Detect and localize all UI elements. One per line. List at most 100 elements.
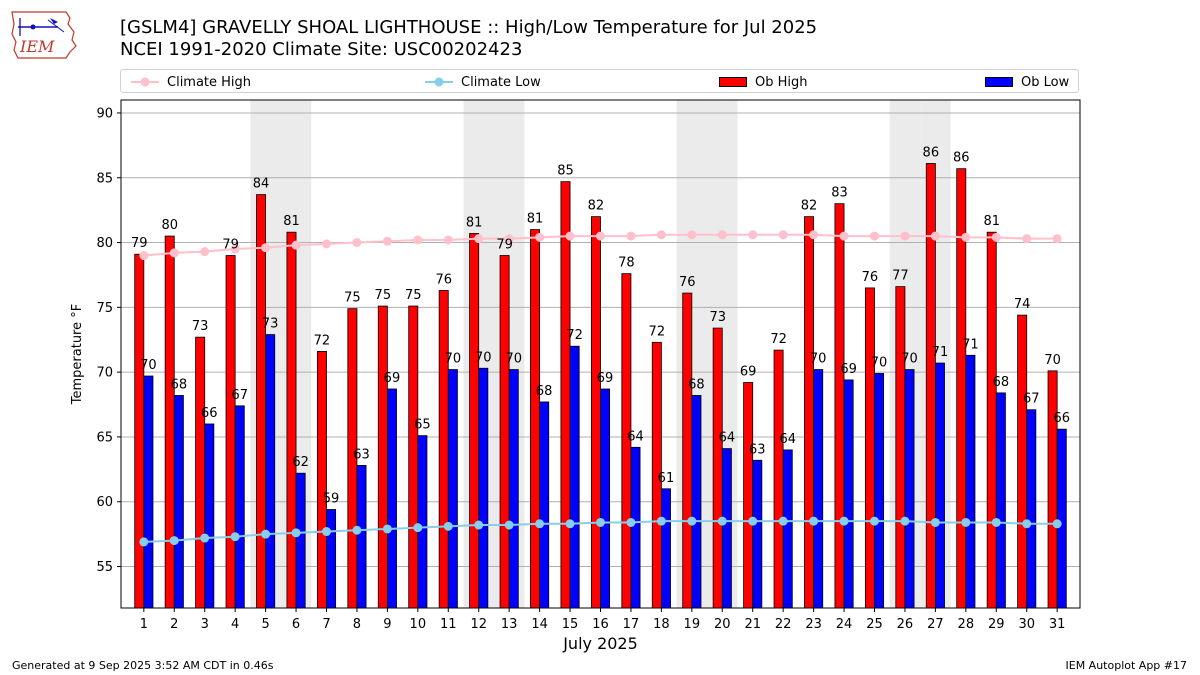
- bar-ob-low: [995, 392, 1006, 608]
- climate-low-point: [596, 517, 605, 527]
- x-tick-label: 29: [988, 617, 1005, 632]
- bar-ob-low: [143, 375, 154, 608]
- climate-low-point: [139, 537, 149, 547]
- ob-high-label: 79: [131, 236, 148, 251]
- climate-low-point: [200, 533, 210, 543]
- climate-low-point: [413, 523, 423, 533]
- ob-low-label: 70: [901, 352, 918, 367]
- legend-label: Ob Low: [1021, 74, 1070, 90]
- y-axis-label: Temperature °F: [70, 304, 85, 405]
- ob-low-label: 63: [353, 447, 370, 462]
- chart-subtitle: NCEI 1991-2020 Climate Site: USC00202423: [120, 39, 523, 60]
- ob-high-label: 73: [709, 310, 726, 325]
- bar-ob-high: [438, 290, 449, 608]
- ob-high-label: 79: [496, 238, 513, 253]
- bar-ob-low: [630, 446, 641, 608]
- climate-low-line-icon: [425, 77, 453, 87]
- climate-low-point: [809, 516, 819, 526]
- climate-high-point: [474, 234, 484, 244]
- climate-low-point: [991, 517, 1001, 527]
- bar-ob-low: [752, 459, 763, 608]
- climate-high-point: [291, 240, 301, 250]
- climate-high-point: [626, 231, 636, 241]
- legend: Climate High Climate Low Ob High Ob Low: [120, 69, 1079, 93]
- climate-high-point: [382, 236, 392, 246]
- ob-low-label: 68: [688, 377, 705, 392]
- x-tick-label: 8: [353, 617, 361, 632]
- ob-high-label: 81: [527, 212, 544, 227]
- x-tick-label: 6: [292, 617, 300, 632]
- bar-ob-low: [326, 509, 337, 608]
- ob-high-label: 78: [618, 256, 635, 271]
- climate-low-point: [870, 516, 879, 526]
- bar-ob-low: [782, 449, 793, 608]
- climate-high-point: [596, 231, 605, 241]
- legend-label: Ob High: [755, 74, 808, 90]
- bar-ob-high: [560, 181, 571, 608]
- ob-high-label: 79: [222, 238, 239, 253]
- ob-low-label: 69: [384, 371, 401, 386]
- climate-low-point: [778, 516, 788, 526]
- x-tick-label: 3: [201, 617, 209, 632]
- bar-ob-low: [1026, 409, 1037, 608]
- bar-ob-high: [164, 235, 175, 608]
- bar-ob-high: [469, 233, 480, 608]
- ob-low-label: 62: [292, 455, 309, 470]
- ob-high-label: 83: [831, 186, 848, 201]
- legend-item-climate-low: Climate Low: [425, 73, 541, 91]
- climate-low-point: [748, 516, 758, 526]
- ob-high-label: 75: [405, 288, 422, 303]
- y-tick-label: 85: [96, 171, 113, 186]
- ob-high-label: 86: [923, 146, 940, 161]
- bar-ob-low: [295, 472, 306, 608]
- climate-high-point: [413, 235, 423, 245]
- climate-low-point: [535, 519, 545, 529]
- y-tick-label: 80: [96, 236, 113, 251]
- plot-area: [134, 163, 1067, 608]
- bar-ob-low: [721, 448, 732, 608]
- climate-low-point: [504, 520, 514, 530]
- x-tick-label: 26: [897, 617, 914, 632]
- x-tick-label: 5: [261, 617, 269, 632]
- bar-ob-high: [408, 305, 419, 608]
- climate-high-point: [504, 234, 514, 244]
- climate-low-point: [291, 528, 301, 538]
- bar-ob-low: [356, 465, 367, 608]
- bar-ob-high: [621, 273, 632, 608]
- ob-high-label: 76: [679, 275, 696, 290]
- x-tick-label: 14: [531, 617, 548, 632]
- climate-high-point: [565, 231, 575, 241]
- ob-high-label: 81: [466, 215, 483, 230]
- bar-ob-low: [478, 367, 489, 608]
- ob-low-label: 64: [719, 431, 736, 446]
- bar-ob-low: [173, 395, 184, 608]
- ob-low-label: 70: [810, 352, 827, 367]
- climate-high-point: [200, 247, 210, 257]
- climate-high-point: [139, 251, 149, 261]
- x-tick-label: 15: [562, 617, 579, 632]
- bar-ob-low: [569, 345, 580, 608]
- climate-low-point: [961, 517, 971, 527]
- bar-ob-high: [286, 231, 297, 608]
- ob-high-label: 72: [314, 333, 331, 348]
- bar-ob-low: [234, 405, 245, 608]
- bar-ob-high: [804, 216, 815, 608]
- bar-ob-low: [204, 423, 215, 608]
- climate-high-line-icon: [131, 77, 159, 87]
- bar-ob-high: [925, 163, 936, 608]
- climate-low-point: [626, 517, 636, 527]
- bar-ob-high: [743, 382, 754, 608]
- climate-low-point: [1052, 519, 1062, 529]
- y-tick-label: 55: [96, 560, 113, 575]
- bar-ob-high: [834, 203, 845, 608]
- ob-high-label: 86: [953, 151, 970, 166]
- ob-low-label: 68: [993, 375, 1010, 390]
- x-tick-label: 12: [470, 617, 487, 632]
- bar-ob-low: [600, 388, 611, 608]
- ob-low-label: 64: [779, 432, 796, 447]
- y-tick-label: 90: [96, 106, 113, 121]
- ob-low-label: 70: [475, 350, 492, 365]
- climate-low-point: [322, 527, 331, 537]
- ob-low-label: 66: [201, 406, 218, 421]
- ob-low-label: 59: [323, 492, 340, 507]
